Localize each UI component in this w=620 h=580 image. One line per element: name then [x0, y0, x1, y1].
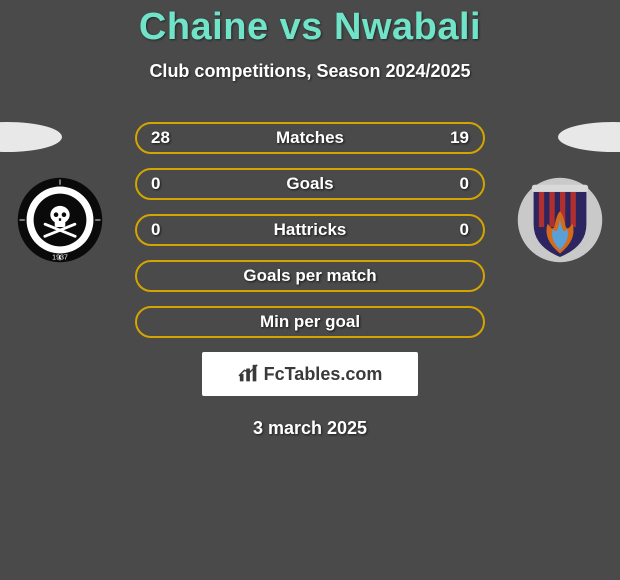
- orlando-pirates-badge-icon: 1937: [16, 176, 104, 264]
- club-badge-left: 1937: [16, 176, 104, 264]
- stat-left-value: 0: [151, 220, 160, 240]
- stat-row-matches: 28 Matches 19: [135, 122, 485, 154]
- stat-row-min-per-goal: Min per goal: [135, 306, 485, 338]
- stat-right-value: 0: [460, 220, 469, 240]
- player1-name: Chaine: [139, 6, 269, 48]
- stat-label: Matches: [276, 128, 344, 148]
- stat-label: Hattricks: [274, 220, 347, 240]
- chippa-united-badge-icon: [516, 176, 604, 264]
- stat-left-value: 0: [151, 174, 160, 194]
- stat-label: Goals: [286, 174, 333, 194]
- title-separator: vs: [280, 6, 323, 48]
- barchart-icon: [238, 363, 260, 385]
- club-badge-right: [516, 176, 604, 264]
- fctables-label: FcTables.com: [264, 364, 383, 385]
- stat-row-goals: 0 Goals 0: [135, 168, 485, 200]
- stats-container: 28 Matches 19 0 Goals 0 0 Hattricks 0 Go…: [135, 122, 485, 439]
- stat-label: Min per goal: [260, 312, 360, 332]
- stat-row-goals-per-match: Goals per match: [135, 260, 485, 292]
- player2-name: Nwabali: [334, 6, 481, 48]
- stat-right-value: 19: [450, 128, 469, 148]
- stat-row-hattricks: 0 Hattricks 0: [135, 214, 485, 246]
- stat-right-value: 0: [460, 174, 469, 194]
- decor-ellipse-left: [0, 122, 62, 152]
- subtitle: Club competitions, Season 2024/2025: [0, 61, 620, 82]
- page-title: Chaine vs Nwabali: [0, 0, 620, 49]
- decor-ellipse-right: [558, 122, 620, 152]
- fctables-watermark: FcTables.com: [202, 352, 418, 396]
- comparison-date: 3 march 2025: [135, 418, 485, 439]
- stat-label: Goals per match: [243, 266, 376, 286]
- stat-left-value: 28: [151, 128, 170, 148]
- svg-text:1937: 1937: [52, 255, 68, 262]
